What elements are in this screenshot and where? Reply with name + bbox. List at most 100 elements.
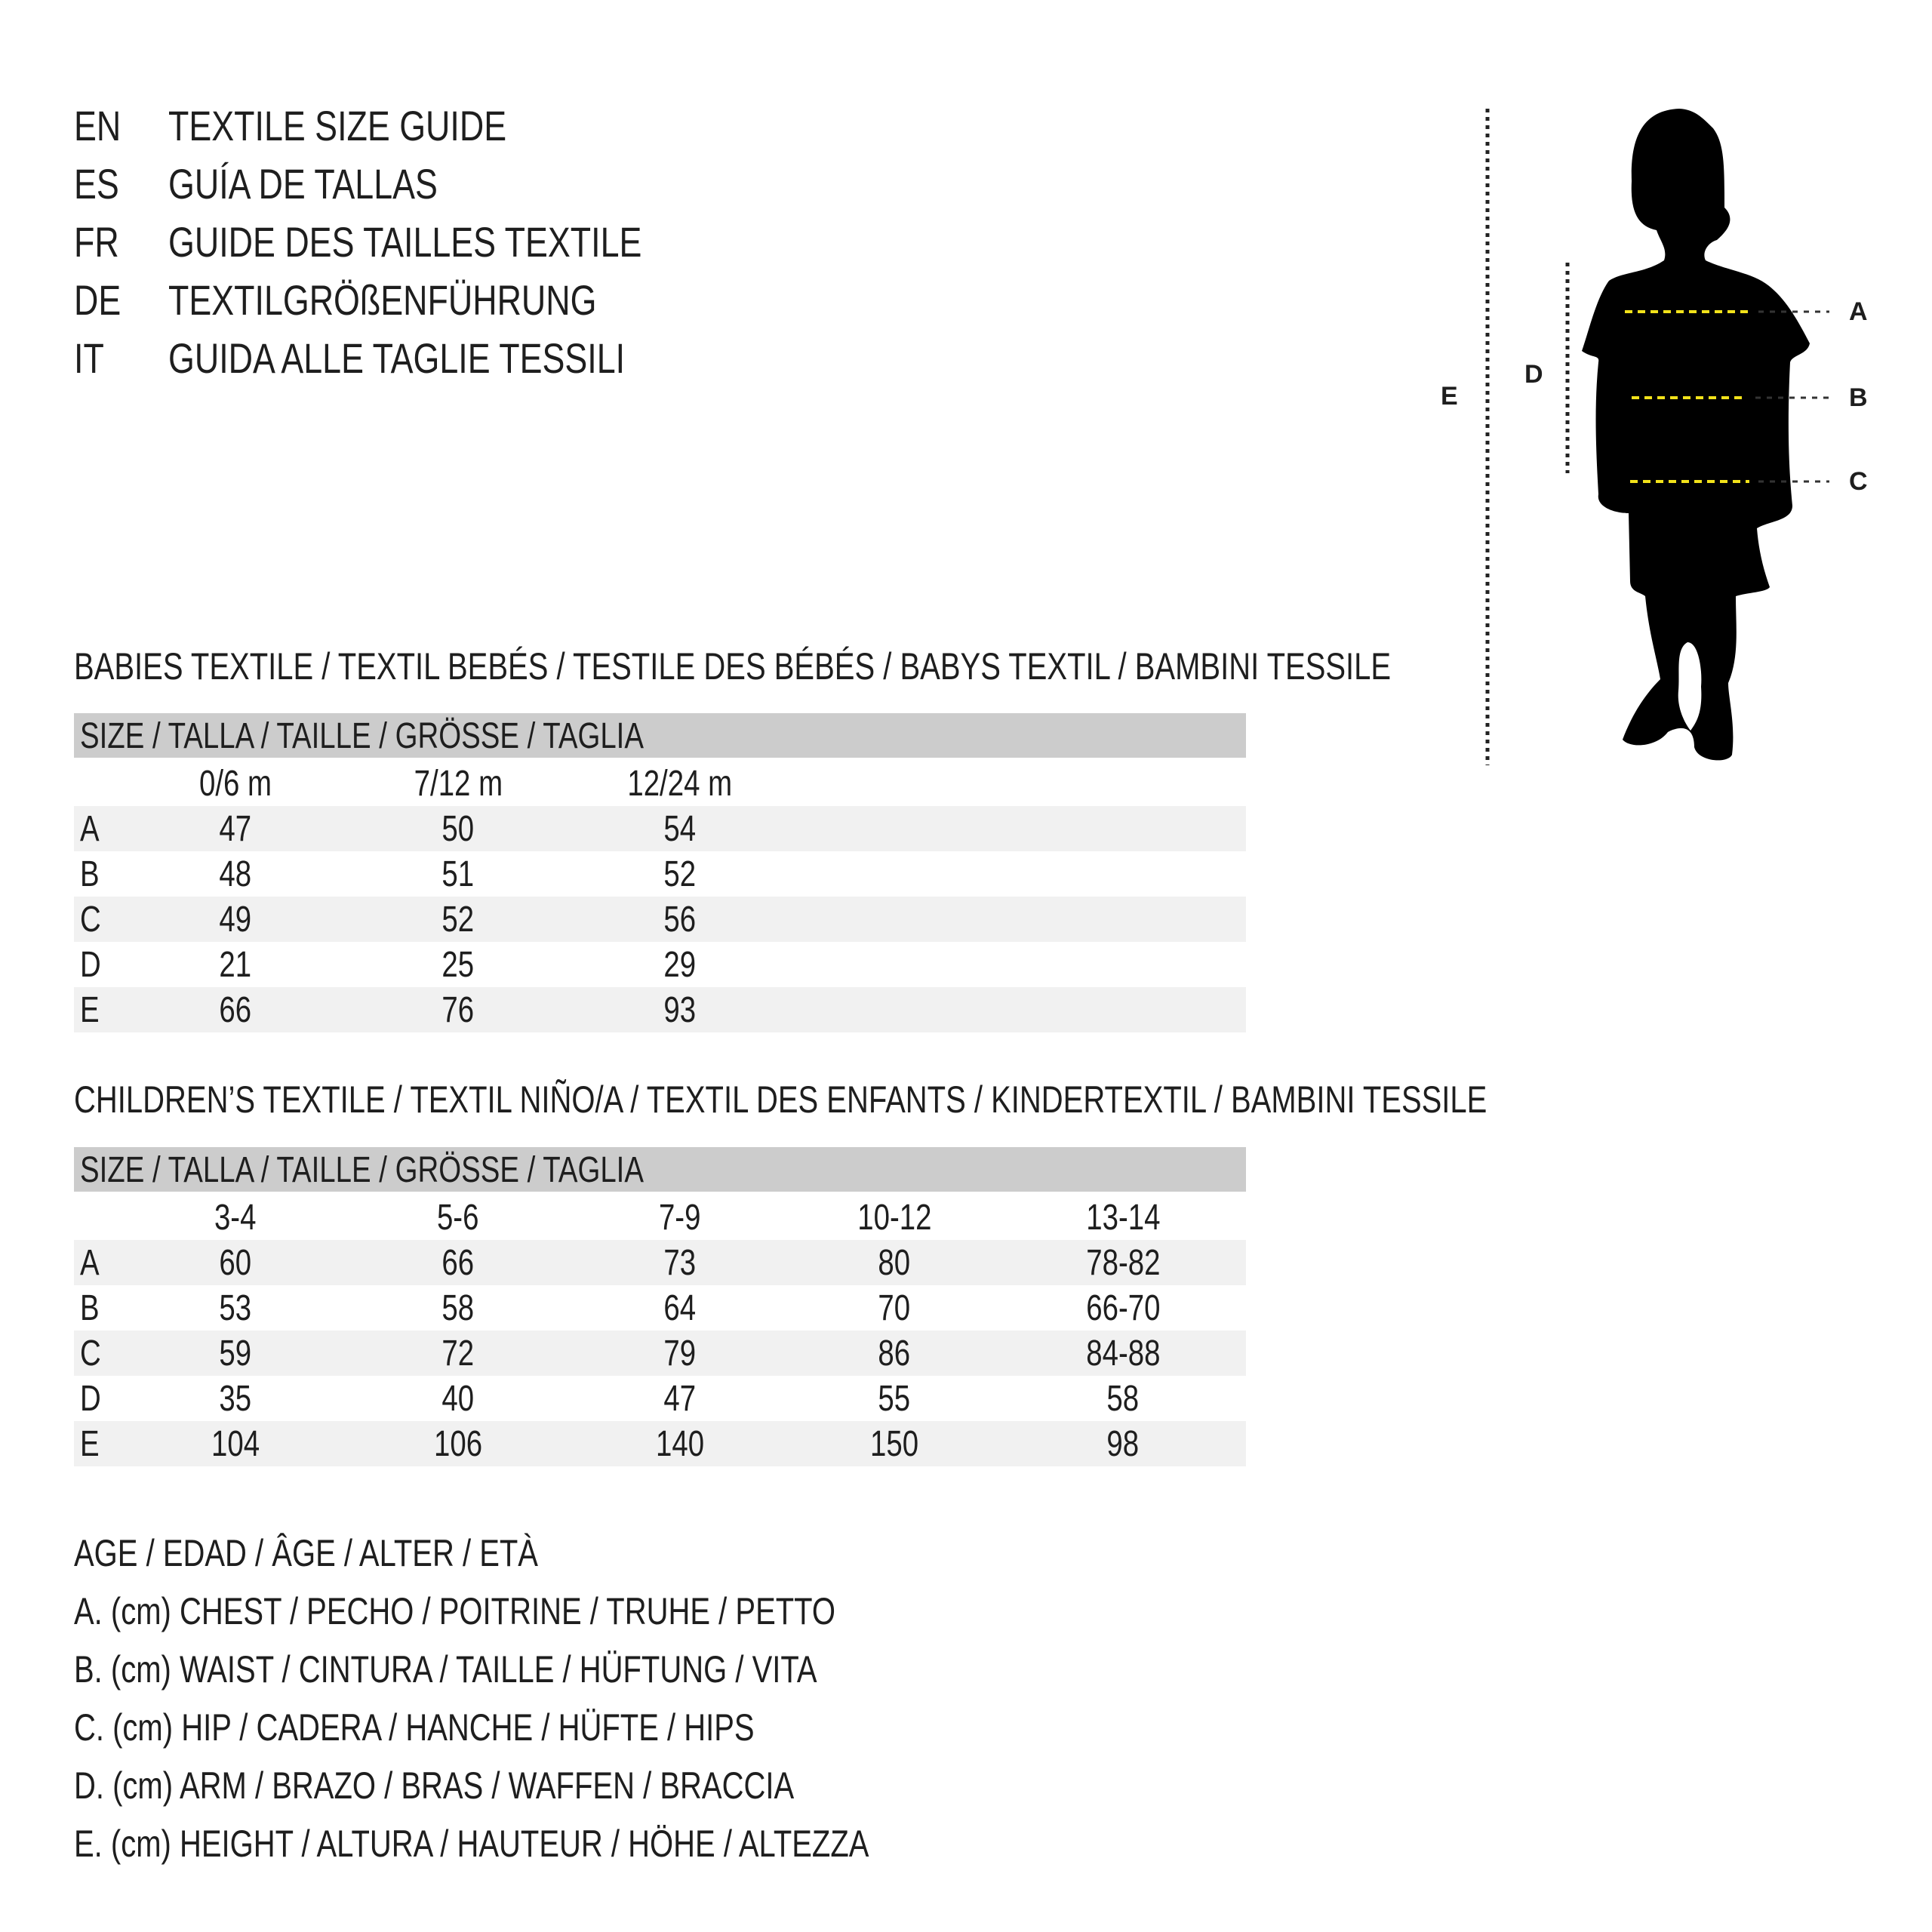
table-cell: 35 xyxy=(145,1376,326,1423)
title-text: GUIDE DES TAILLES TEXTILE xyxy=(168,216,760,269)
legend-item: C. (cm) HIP / CADERA / HANCHE / HÜFTE / … xyxy=(74,1701,924,1754)
column-header-text: 12/24 m xyxy=(627,764,733,804)
table-cell: 66 xyxy=(368,1240,549,1287)
table-cell: 21 xyxy=(145,942,326,989)
table-row: D 21 25 29 xyxy=(74,942,1246,987)
legend-item: D. (cm) ARM / BRAZO / BRAS / WAFFEN / BR… xyxy=(74,1759,974,1812)
table-cell: 54 xyxy=(589,806,771,853)
column-header-text: 3-4 xyxy=(214,1198,257,1238)
row-label-text: C xyxy=(80,1334,101,1374)
table-cell: 64 xyxy=(589,1285,771,1332)
table-cell-value: 21 xyxy=(219,945,252,985)
table-cell: 48 xyxy=(145,851,326,898)
language-code-text: DE xyxy=(74,276,122,324)
column-header: 3-4 xyxy=(145,1197,326,1239)
title-text: GUIDA ALLE TAGLIE TESSILI xyxy=(168,332,739,385)
column-header: 7/12 m xyxy=(368,763,549,805)
row-label-text: E xyxy=(80,1424,100,1464)
legend-item: A. (cm) CHEST / PECHO / POITRINE / TRUHE… xyxy=(74,1585,1026,1638)
table-cell-value: 25 xyxy=(441,945,475,985)
row-label-text: B xyxy=(80,1288,100,1328)
table-cell-value: 52 xyxy=(441,900,475,940)
table-cell: 66-70 xyxy=(1032,1285,1214,1332)
title-text: GUÍA DE TALLAS xyxy=(168,158,505,211)
table-cell: 86 xyxy=(804,1331,985,1377)
column-header: 13-14 xyxy=(1032,1197,1214,1239)
table-cell-value: 66-70 xyxy=(1085,1288,1161,1328)
column-header-text: 13-14 xyxy=(1085,1198,1161,1238)
row-label: B xyxy=(80,1285,104,1332)
column-header-text: 10-12 xyxy=(857,1198,932,1238)
row-label-text: D xyxy=(80,945,101,985)
column-header: 5-6 xyxy=(368,1197,549,1239)
table-row: A 47 50 54 xyxy=(74,806,1246,851)
language-code-text: FR xyxy=(74,218,119,266)
label-b: B xyxy=(1849,383,1868,412)
table-cell-value: 35 xyxy=(219,1379,252,1419)
table-cell-value: 60 xyxy=(219,1243,252,1283)
row-label: E xyxy=(80,1421,104,1468)
column-header-text: 5-6 xyxy=(437,1198,479,1238)
language-code-text: ES xyxy=(74,160,119,208)
table-cell-value: 150 xyxy=(869,1424,919,1464)
row-label: C xyxy=(80,1331,106,1377)
row-label: D xyxy=(80,942,106,989)
table-cell: 59 xyxy=(145,1331,326,1377)
table-cell: 58 xyxy=(368,1285,549,1332)
table-cell-value: 98 xyxy=(1106,1424,1140,1464)
table-cell-value: 49 xyxy=(219,900,252,940)
table-cell-value: 29 xyxy=(663,945,697,985)
table-cell: 52 xyxy=(589,851,771,898)
size-header-text: SIZE / TALLA / TAILLE / GRÖSSE / TAGLIA xyxy=(80,1150,644,1190)
legend-item: AGE / EDAD / ÂGE / ALTER / ETÀ xyxy=(74,1527,654,1580)
row-label: D xyxy=(80,1376,106,1423)
table-cell-value: 80 xyxy=(878,1243,911,1283)
table-row: E 104 106 140 150 98 xyxy=(74,1421,1246,1466)
table-cell: 47 xyxy=(145,806,326,853)
table-cell-value: 51 xyxy=(441,854,475,894)
table-cell: 106 xyxy=(368,1421,549,1468)
child-silhouette-icon xyxy=(1582,109,1810,761)
babies-size-table: SIZE / TALLA / TAILLE / GRÖSSE / TAGLIA 0… xyxy=(74,713,1246,1032)
row-label-text: A xyxy=(80,1243,100,1283)
row-label: E xyxy=(80,987,104,1034)
table-cell: 51 xyxy=(368,851,549,898)
table-cell: 58 xyxy=(1032,1376,1214,1423)
table-cell-value: 73 xyxy=(663,1243,697,1283)
table-cell: 98 xyxy=(1032,1421,1214,1468)
table-cell-value: 58 xyxy=(1106,1379,1140,1419)
children-heading: CHILDREN’S TEXTILE / TEXTIL NIÑO/A / TEX… xyxy=(74,1077,1840,1122)
table-cell: 150 xyxy=(804,1421,985,1468)
size-header-row: SIZE / TALLA / TAILLE / GRÖSSE / TAGLIA xyxy=(74,1147,1246,1192)
table-row: E 66 76 93 xyxy=(74,987,1246,1032)
column-header: 7-9 xyxy=(589,1197,771,1239)
label-e: E xyxy=(1441,382,1458,411)
label-d: D xyxy=(1524,360,1543,389)
table-cell-value: 59 xyxy=(219,1334,252,1374)
table-cell: 60 xyxy=(145,1240,326,1287)
table-row: B 48 51 52 xyxy=(74,851,1246,897)
table-row: B 53 58 64 70 66-70 xyxy=(74,1285,1246,1331)
table-cell-value: 54 xyxy=(663,809,697,849)
table-row: C 49 52 56 xyxy=(74,897,1246,942)
table-cell-value: 86 xyxy=(878,1334,911,1374)
table-cell-value: 72 xyxy=(441,1334,475,1374)
babies-heading-text: BABIES TEXTILE / TEXTIL BEBÉS / TESTILE … xyxy=(74,645,1392,688)
table-cell: 66 xyxy=(145,987,326,1034)
size-header-row: SIZE / TALLA / TAILLE / GRÖSSE / TAGLIA xyxy=(74,713,1246,758)
table-cell: 47 xyxy=(589,1376,771,1423)
table-cell-value: 55 xyxy=(878,1379,911,1419)
table-row: A 60 66 73 80 78-82 xyxy=(74,1240,1246,1285)
table-cell-value: 106 xyxy=(433,1424,483,1464)
label-c: C xyxy=(1849,467,1868,496)
title-text: TEXTILGRÖßENFÜHRUNG xyxy=(168,274,703,327)
table-cell: 50 xyxy=(368,806,549,853)
title-text: TEXTILE SIZE GUIDE xyxy=(168,100,591,152)
title-text-value: GUIDA ALLE TAGLIE TESSILI xyxy=(168,334,626,382)
row-label-text: A xyxy=(80,809,100,849)
legend-item-text: A. (cm) CHEST / PECHO / POITRINE / TRUHE… xyxy=(74,1590,836,1632)
table-cell-value: 66 xyxy=(219,990,252,1030)
language-code: IT xyxy=(74,332,112,385)
table-cell-value: 104 xyxy=(211,1424,260,1464)
table-cell: 76 xyxy=(368,987,549,1034)
